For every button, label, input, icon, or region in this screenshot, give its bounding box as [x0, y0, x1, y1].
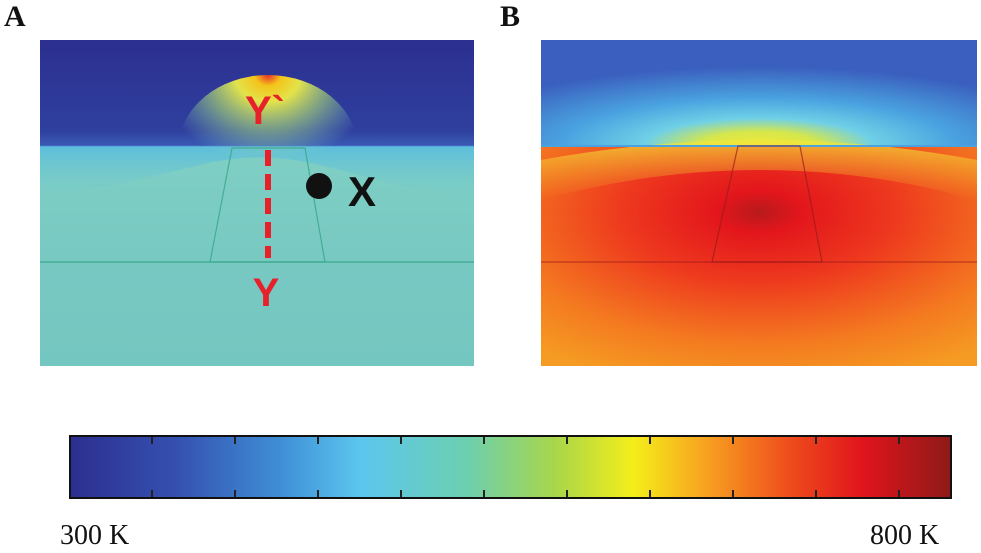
colorbar-max-label: 800 K [870, 520, 940, 551]
panel-b-map [541, 40, 977, 366]
marker-y-prime: Y` [245, 89, 285, 133]
colorbar [69, 435, 952, 499]
marker-x: X [348, 168, 376, 215]
panel-a-label: A [4, 0, 26, 33]
marker-y: Y [253, 271, 280, 315]
panel-b-label: B [500, 0, 521, 33]
point-x-dot [306, 173, 332, 199]
colorbar-ticks [151, 437, 900, 497]
colorbar-min-label: 300 K [60, 520, 130, 551]
